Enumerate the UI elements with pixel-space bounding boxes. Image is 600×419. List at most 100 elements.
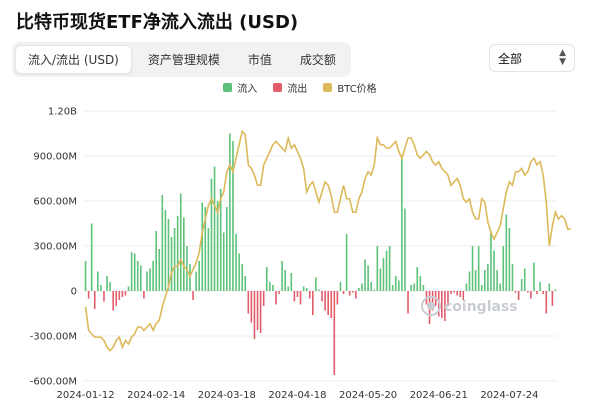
outflow-bar[interactable] [87, 291, 90, 299]
outflow-bar[interactable] [253, 291, 256, 339]
outflow-bar[interactable] [118, 291, 121, 300]
inflow-bar[interactable] [391, 285, 394, 291]
outflow-bar[interactable] [517, 291, 520, 300]
inflow-bar[interactable] [388, 246, 391, 291]
inflow-bar[interactable] [490, 231, 492, 291]
inflow-bar[interactable] [505, 214, 508, 292]
inflow-bar[interactable] [106, 276, 108, 291]
inflow-bar[interactable] [419, 276, 422, 291]
inflow-bar[interactable] [548, 283, 551, 292]
outflow-bar[interactable] [536, 291, 538, 294]
legend-inflow[interactable]: 流入 [223, 80, 257, 95]
outflow-bar[interactable] [355, 291, 357, 299]
inflow-bar[interactable] [84, 261, 87, 291]
outflow-bar[interactable] [462, 291, 465, 300]
inflow-bar[interactable] [244, 276, 247, 291]
inflow-bar[interactable] [179, 193, 182, 292]
inflow-bar[interactable] [364, 259, 366, 292]
outflow-bar[interactable] [321, 291, 323, 302]
outflow-bar[interactable] [308, 291, 311, 299]
inflow-bar[interactable] [508, 228, 511, 291]
outflow-bar[interactable] [250, 291, 253, 323]
inflow-bar[interactable] [146, 271, 148, 292]
outflow-bar[interactable] [333, 291, 336, 375]
inflow-bar[interactable] [90, 223, 93, 292]
inflow-bar[interactable] [232, 141, 234, 291]
inflow-bar[interactable] [284, 270, 286, 291]
inflow-bar[interactable] [345, 234, 348, 291]
inflow-bar[interactable] [170, 237, 173, 291]
inflow-bar[interactable] [213, 166, 216, 292]
outflow-bar[interactable] [103, 291, 105, 302]
inflow-bar[interactable] [318, 289, 320, 292]
inflow-bar[interactable] [370, 282, 372, 291]
inflow-bar[interactable] [499, 283, 501, 292]
inflow-bar[interactable] [477, 246, 480, 291]
inflow-bar[interactable] [471, 246, 474, 291]
inflow-bar[interactable] [302, 286, 305, 292]
inflow-bar[interactable] [339, 282, 342, 291]
inflow-bar[interactable] [127, 286, 130, 292]
inflow-bar[interactable] [382, 258, 385, 291]
outflow-bar[interactable] [551, 291, 554, 306]
inflow-bar[interactable] [97, 271, 99, 292]
inflow-bar[interactable] [158, 249, 161, 291]
inflow-bar[interactable] [394, 276, 397, 291]
inflow-bar[interactable] [149, 268, 151, 292]
inflow-bar[interactable] [413, 283, 415, 292]
outflow-bar[interactable] [450, 291, 452, 294]
fund-filter-select[interactable]: 全部 ▲ ▼ [489, 44, 575, 72]
outflow-bar[interactable] [530, 291, 532, 299]
outflow-bar[interactable] [444, 291, 446, 321]
outflow-bar[interactable] [256, 291, 259, 330]
outflow-bar[interactable] [312, 291, 314, 315]
inflow-bar[interactable] [241, 264, 243, 291]
inflow-bar[interactable] [358, 288, 360, 291]
inflow-bar[interactable] [164, 210, 167, 291]
inflow-bar[interactable] [401, 157, 403, 292]
inflow-bar[interactable] [155, 231, 157, 291]
inflow-bar[interactable] [305, 288, 308, 291]
inflow-bar[interactable] [210, 178, 213, 292]
inflow-bar[interactable] [173, 228, 176, 291]
tab-aum[interactable]: 资产管理规模 [147, 53, 220, 67]
outflow-bar[interactable] [330, 291, 333, 318]
inflow-bar[interactable] [373, 289, 376, 292]
outflow-bar[interactable] [545, 291, 548, 314]
inflow-bar[interactable] [502, 246, 505, 291]
outflow-bar[interactable] [342, 291, 345, 294]
inflow-bar[interactable] [272, 285, 274, 291]
outflow-bar[interactable] [453, 291, 455, 293]
outflow-bar[interactable] [278, 291, 280, 294]
inflow-bar[interactable] [222, 232, 225, 292]
outflow-bar[interactable] [121, 291, 124, 297]
outflow-bar[interactable] [351, 291, 354, 293]
outflow-bar[interactable] [527, 291, 529, 293]
tab-market-cap[interactable]: 市值 [247, 53, 272, 67]
outflow-bar[interactable] [262, 291, 265, 306]
inflow-bar[interactable] [315, 277, 317, 292]
outflow-bar[interactable] [299, 291, 302, 305]
legend-btc-price[interactable]: BTC价格 [323, 80, 377, 95]
inflow-bar[interactable] [201, 202, 204, 292]
inflow-bar[interactable] [480, 285, 483, 291]
inflow-bar[interactable] [216, 201, 219, 291]
inflow-bar[interactable] [533, 262, 535, 292]
inflow-bar[interactable] [176, 216, 179, 291]
inflow-bar[interactable] [487, 264, 489, 291]
inflow-bar[interactable] [379, 268, 382, 292]
inflow-bar[interactable] [130, 252, 133, 291]
inflow-bar[interactable] [367, 265, 369, 292]
outflow-bar[interactable] [112, 291, 114, 311]
outflow-bar[interactable] [348, 291, 351, 296]
inflow-bar[interactable] [523, 268, 526, 292]
inflow-bar[interactable] [183, 217, 185, 292]
inflow-bar[interactable] [539, 282, 541, 291]
inflow-bar[interactable] [198, 261, 200, 291]
outflow-bar[interactable] [456, 291, 458, 296]
outflow-bar[interactable] [93, 291, 96, 309]
inflow-bar[interactable] [140, 265, 142, 292]
inflow-bar[interactable] [468, 271, 471, 292]
outflow-bar[interactable] [542, 291, 544, 294]
inflow-bar[interactable] [484, 270, 486, 291]
